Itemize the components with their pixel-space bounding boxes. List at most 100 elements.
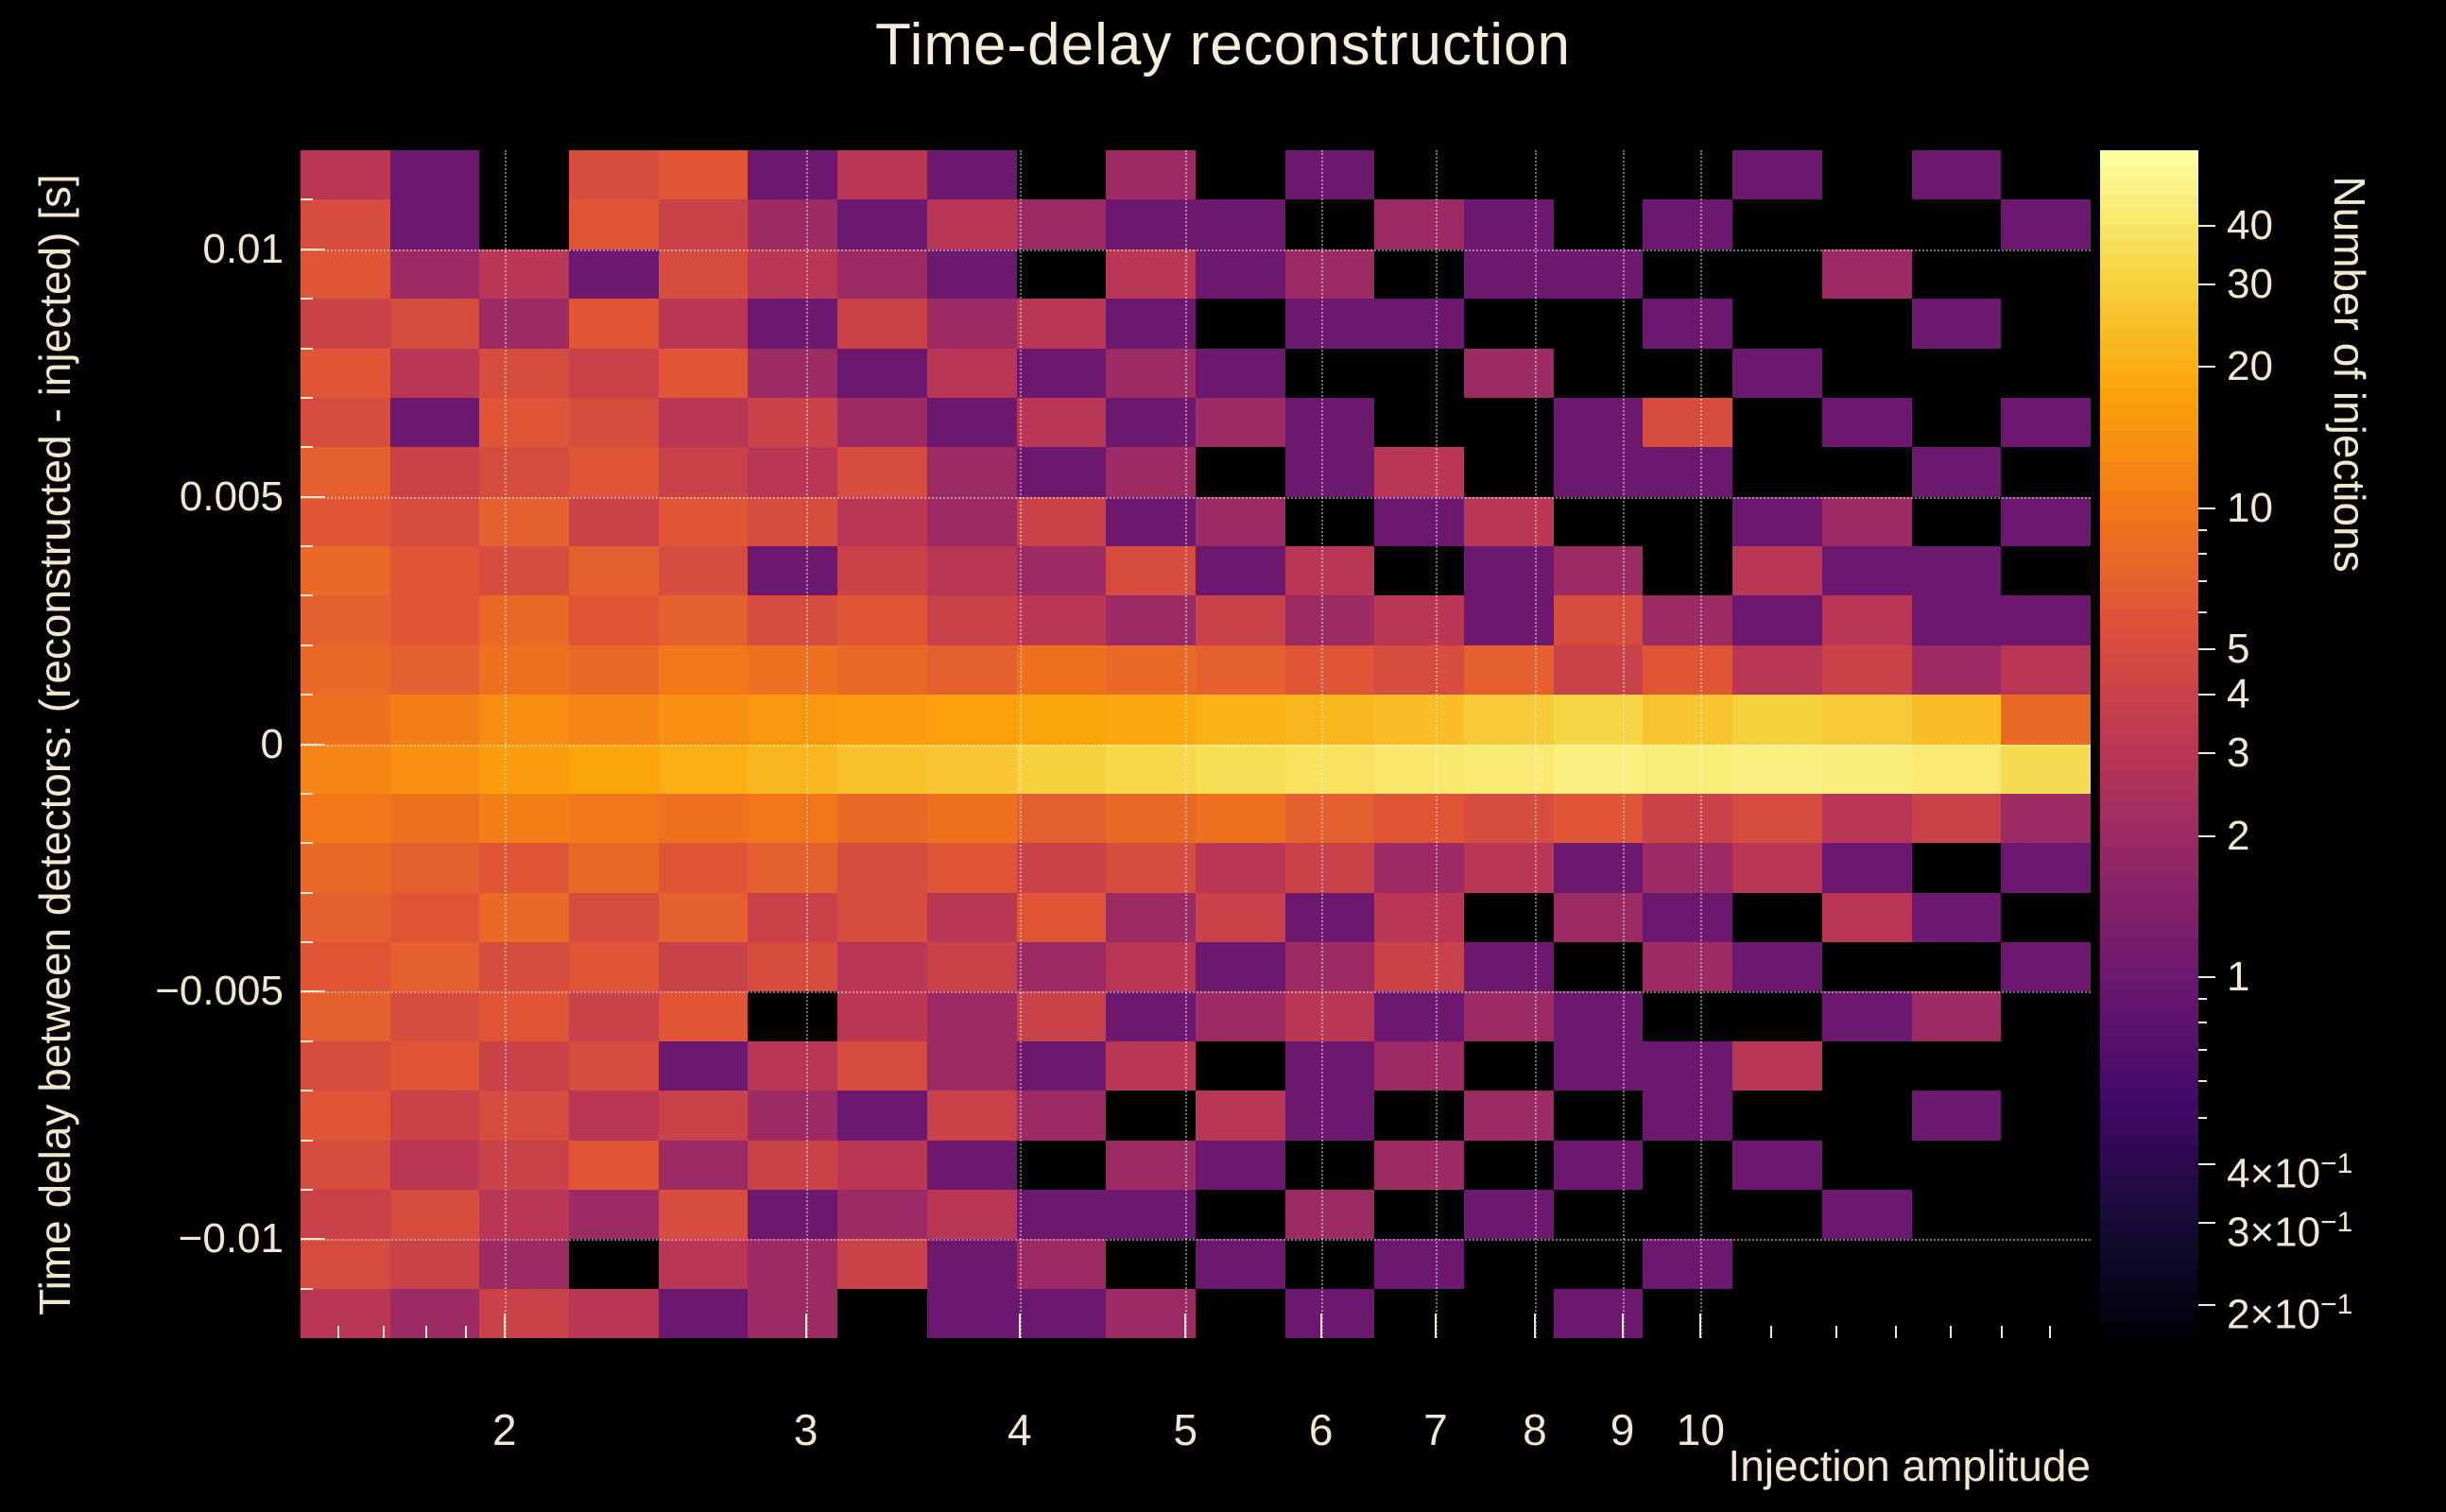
heatmap-cell: [1643, 744, 1733, 794]
heatmap-cell: [2001, 299, 2091, 349]
heatmap-cell: [479, 595, 570, 645]
colorbar-minor-tick: [2198, 1080, 2207, 1083]
heatmap-cell: [1195, 447, 1285, 497]
colorbar-slice: [2100, 180, 2198, 196]
heatmap-cell: [837, 892, 927, 942]
y-minor-tick: [301, 545, 313, 547]
heatmap-cell: [1732, 793, 1822, 844]
heatmap-cell: [2001, 595, 2091, 645]
heatmap-cell: [301, 249, 390, 300]
colorbar-slice: [2100, 610, 2198, 626]
heatmap-cell: [1821, 892, 1912, 942]
heatmap-cell: [301, 892, 390, 942]
heatmap-cell: [748, 299, 838, 349]
heatmap-cell: [1106, 199, 1196, 249]
heatmap-cell: [1284, 892, 1375, 942]
heatmap-cell: [301, 199, 390, 249]
heatmap-cell: [748, 546, 838, 596]
heatmap-cell: [1284, 447, 1375, 497]
heatmap-cell: [389, 1040, 480, 1091]
heatmap-cell: [1464, 546, 1554, 596]
heatmap-cell: [389, 199, 480, 249]
colorbar-slice: [2100, 684, 2198, 700]
heatmap-cell: [479, 1091, 570, 1141]
heatmap-cell: [1106, 991, 1196, 1041]
heatmap-cell: [1284, 299, 1375, 349]
heatmap-cell: [1016, 546, 1107, 596]
y-minor-tick: [301, 694, 313, 696]
heatmap-cell: [1732, 1091, 1822, 1141]
heatmap-cell: [1016, 991, 1107, 1041]
heatmap-cell: [1821, 299, 1912, 349]
heatmap-cell: [1106, 249, 1196, 300]
heatmap-cell: [658, 892, 749, 942]
heatmap-cell: [658, 644, 749, 696]
heatmap-cell: [1821, 1239, 1912, 1289]
heatmap-cell: [2001, 1091, 2091, 1141]
colorbar-minor-tick: [2198, 579, 2207, 582]
heatmap-cell: [1195, 1091, 1285, 1141]
heatmap-cell: [837, 249, 927, 300]
colorbar-major-tick: [2198, 284, 2215, 286]
heatmap-cell: [569, 1288, 659, 1338]
heatmap-cell: [1553, 1189, 1644, 1240]
colorbar-slice: [2100, 521, 2198, 537]
heatmap-cell: [837, 447, 927, 497]
heatmap-cell: [1374, 546, 1465, 596]
heatmap-cell: [1195, 695, 1285, 745]
heatmap-cell: [837, 744, 927, 794]
colorbar-major-tick: [2198, 834, 2215, 837]
heatmap-cell: [748, 397, 838, 448]
colorbar-slice: [2100, 372, 2198, 388]
heatmap-cell: [837, 793, 927, 844]
colorbar-minor-tick: [2198, 528, 2207, 531]
colorbar-major-tick: [2198, 1162, 2215, 1165]
heatmap-cell: [1911, 1040, 2002, 1091]
heatmap-cell: [2001, 1140, 2091, 1190]
colorbar-minor-tick: [2198, 1117, 2207, 1120]
x-tick-label: 10: [1676, 1405, 1725, 1454]
heatmap-cell: [748, 1140, 838, 1190]
heatmap-cell: [1821, 496, 1912, 546]
heatmap-cell: [1464, 150, 1554, 200]
heatmap-cell: [658, 150, 749, 200]
heatmap-cell: [1374, 199, 1465, 249]
x-axis-title: Injection amplitude: [1728, 1441, 2091, 1490]
heatmap-cell: [1284, 595, 1375, 645]
x-minor-tick: [1834, 1326, 1837, 1338]
colorbar-slice: [2100, 328, 2198, 344]
x-minor-tick: [383, 1326, 385, 1338]
colorbar-slice: [2100, 224, 2198, 240]
colorbar-slice: [2100, 906, 2198, 922]
heatmap-cell: [301, 546, 390, 596]
y-gridline: [301, 744, 2091, 747]
heatmap-cell: [1195, 1140, 1285, 1190]
heatmap-cell: [837, 199, 927, 249]
heatmap-cell: [1016, 843, 1107, 893]
colorbar-axis-title: Number of injections: [2325, 176, 2374, 573]
heatmap-cell: [2001, 644, 2091, 696]
y-minor-tick: [301, 1139, 313, 1142]
heatmap-cell: [1284, 397, 1375, 448]
x-tick-label: 5: [1173, 1405, 1198, 1454]
heatmap-cell: [1284, 1239, 1375, 1289]
heatmap-cell: [658, 695, 749, 745]
heatmap-cell: [389, 644, 480, 696]
y-major-tick: [301, 248, 325, 250]
colorbar-slice: [2100, 966, 2198, 982]
heatmap-cell: [569, 1189, 659, 1240]
heatmap-cell: [479, 397, 570, 448]
heatmap-cell: [1016, 150, 1107, 200]
heatmap-cell: [1374, 942, 1465, 992]
heatmap-cell: [1464, 793, 1554, 844]
heatmap-cell: [748, 447, 838, 497]
colorbar-slice: [2100, 862, 2198, 878]
x-major-tick: [1184, 1314, 1187, 1338]
heatmap-cell: [1106, 447, 1196, 497]
heatmap-cell: [1553, 892, 1644, 942]
heatmap-cell: [1553, 843, 1644, 893]
heatmap-cell: [926, 1239, 1017, 1289]
heatmap-cell: [837, 1288, 927, 1338]
heatmap-cell: [1553, 942, 1644, 992]
heatmap-cell: [837, 991, 927, 1041]
